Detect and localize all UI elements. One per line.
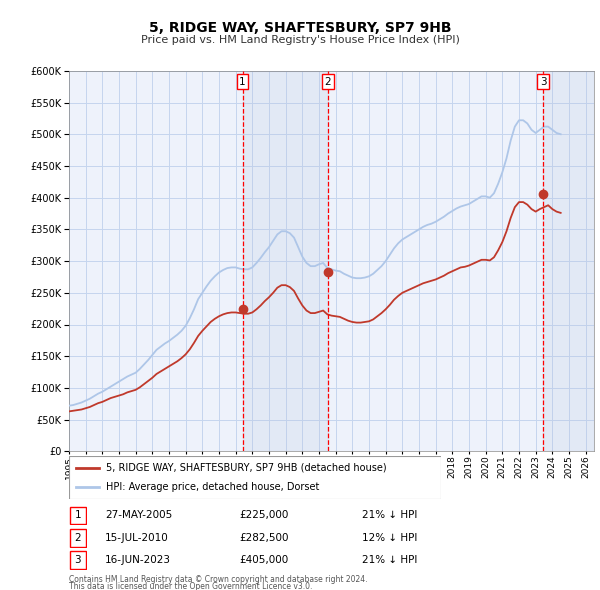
FancyBboxPatch shape — [69, 456, 441, 499]
Text: 3: 3 — [540, 77, 547, 87]
FancyBboxPatch shape — [70, 552, 86, 569]
Text: 3: 3 — [74, 555, 81, 565]
Text: 21% ↓ HPI: 21% ↓ HPI — [362, 510, 418, 520]
Text: Price paid vs. HM Land Registry's House Price Index (HPI): Price paid vs. HM Land Registry's House … — [140, 35, 460, 45]
Text: 21% ↓ HPI: 21% ↓ HPI — [362, 555, 418, 565]
Text: 16-JUN-2023: 16-JUN-2023 — [105, 555, 171, 565]
Text: 27-MAY-2005: 27-MAY-2005 — [105, 510, 172, 520]
Text: HPI: Average price, detached house, Dorset: HPI: Average price, detached house, Dors… — [106, 481, 320, 491]
FancyBboxPatch shape — [70, 507, 86, 524]
Bar — [242, 71, 328, 451]
Text: 15-JUL-2010: 15-JUL-2010 — [105, 533, 169, 543]
Text: Contains HM Land Registry data © Crown copyright and database right 2024.: Contains HM Land Registry data © Crown c… — [69, 575, 367, 584]
Text: 1: 1 — [74, 510, 81, 520]
Text: £225,000: £225,000 — [239, 510, 289, 520]
Text: 1: 1 — [239, 77, 246, 87]
Text: £282,500: £282,500 — [239, 533, 289, 543]
FancyBboxPatch shape — [70, 529, 86, 546]
Text: 2: 2 — [74, 533, 81, 543]
Text: 5, RIDGE WAY, SHAFTESBURY, SP7 9HB: 5, RIDGE WAY, SHAFTESBURY, SP7 9HB — [149, 21, 451, 35]
Text: 12% ↓ HPI: 12% ↓ HPI — [362, 533, 418, 543]
Bar — [544, 71, 594, 451]
Text: This data is licensed under the Open Government Licence v3.0.: This data is licensed under the Open Gov… — [69, 582, 313, 590]
Text: £405,000: £405,000 — [239, 555, 289, 565]
Text: 2: 2 — [325, 77, 331, 87]
Text: 5, RIDGE WAY, SHAFTESBURY, SP7 9HB (detached house): 5, RIDGE WAY, SHAFTESBURY, SP7 9HB (deta… — [106, 463, 387, 473]
